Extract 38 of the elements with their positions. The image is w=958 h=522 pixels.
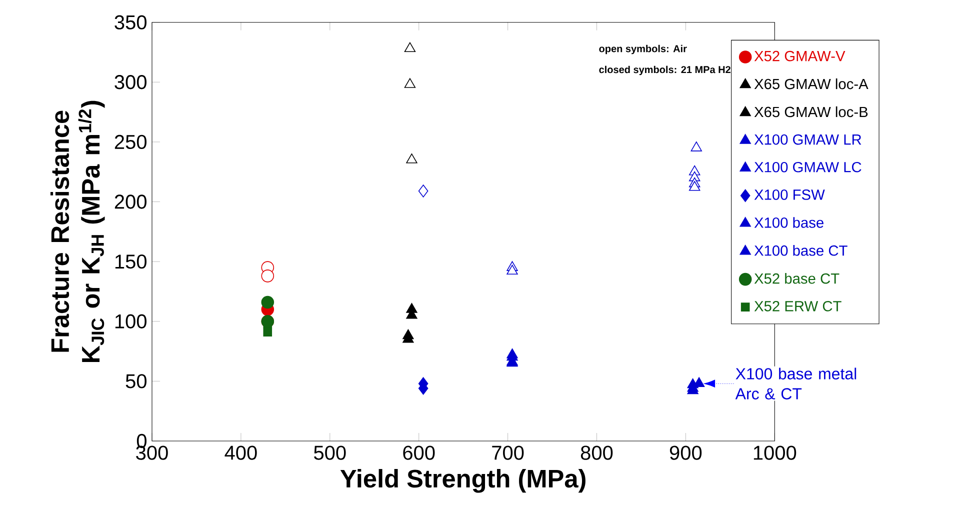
legend-label: X52 GMAW-V <box>754 50 846 62</box>
legend-label: X65 GMAW loc-B <box>754 106 868 118</box>
point <box>689 181 700 191</box>
legend-label: X65 GMAW loc-A <box>754 78 868 90</box>
x-tick-label: 600 <box>403 446 435 460</box>
point <box>406 153 418 164</box>
x-tick-label: 800 <box>580 446 613 460</box>
y-tick-label: 200 <box>114 194 146 209</box>
y-tick-label: 250 <box>114 134 146 150</box>
point <box>506 264 518 275</box>
point <box>404 78 416 88</box>
x-tick-label: 900 <box>670 446 702 460</box>
point <box>263 328 272 337</box>
legend-label: X100 base CT <box>754 245 848 256</box>
annotation: X100 base metal Arc & CT <box>735 368 856 400</box>
y-tick-label: 100 <box>115 314 146 328</box>
y-tick-label: 50 <box>126 374 146 388</box>
x-tick-label: 500 <box>314 446 346 460</box>
point <box>261 270 274 282</box>
point <box>404 42 416 52</box>
y-tick-label: 350 <box>114 15 146 30</box>
x-tick-label: 1000 <box>754 446 796 460</box>
x-tick-label: 700 <box>492 446 524 460</box>
annotation: open symbols: Air <box>599 44 687 54</box>
legend-label: X52 ERW CT <box>754 300 842 312</box>
point <box>261 296 274 309</box>
x-axis-title: Yield Strength (MPa) <box>340 469 586 493</box>
legend-label: X100 GMAW LR <box>754 134 862 145</box>
point <box>690 142 702 152</box>
y-tick-label: 300 <box>114 75 146 90</box>
legend-label: X100 GMAW LC <box>754 162 862 172</box>
legend-label: X100 FSW <box>754 190 825 200</box>
x-tick-label: 400 <box>224 446 257 460</box>
point <box>418 184 428 198</box>
legend-label: X100 base <box>754 217 824 228</box>
legend-label: X52 base CT <box>754 273 840 284</box>
annotation: closed symbols: 21 MPa H2 <box>599 66 730 76</box>
y-tick-label: 150 <box>115 254 146 269</box>
